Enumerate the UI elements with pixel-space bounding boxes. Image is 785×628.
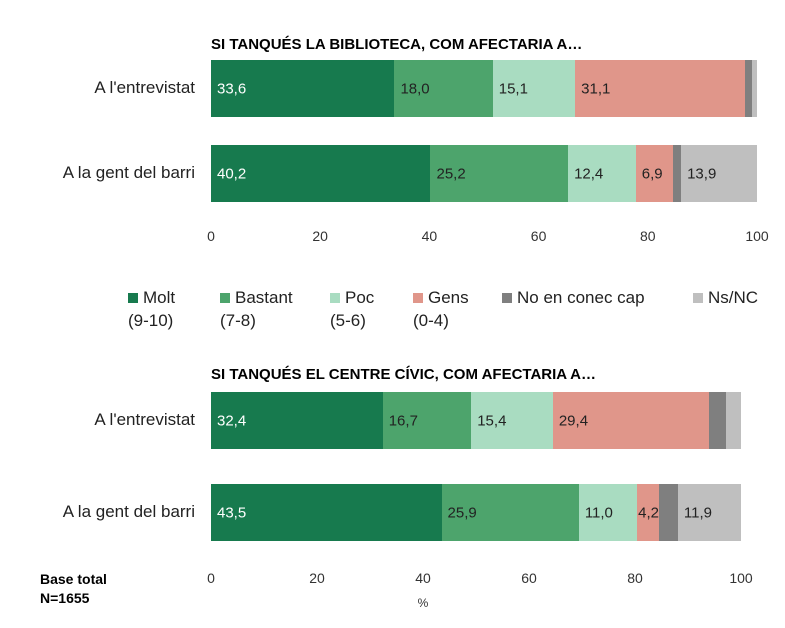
bar-segment-poc: 15,1 <box>492 60 576 117</box>
data-label: 29,4 <box>558 412 589 429</box>
bar-segment-bastant: 16,7 <box>382 392 472 449</box>
legend-item: Poc (5-6) <box>330 286 374 332</box>
row-label: A l'entrevistat <box>94 410 195 429</box>
stacked-bar: 32,4 16,7 15,4 29,4 <box>211 392 741 449</box>
bar-segment-gens: 4,2 <box>637 484 660 541</box>
legend-row: Ns/NC <box>693 286 758 309</box>
legend-row: Gens <box>413 286 469 309</box>
legend-label: Bastant <box>235 288 293 307</box>
legend-row: Bastant <box>220 286 293 309</box>
x-tick-label: 80 <box>640 228 656 244</box>
legend-item: Gens (0-4) <box>413 286 469 332</box>
x-tick-label: 60 <box>521 570 537 586</box>
base-note: Base total N=1655 <box>40 570 107 608</box>
legend-label: Poc <box>345 288 375 307</box>
data-label: 15,1 <box>498 80 528 97</box>
data-label: 43,5 <box>217 504 247 521</box>
bar-segment-no <box>744 60 753 117</box>
bar-segment-gens: 31,1 <box>575 60 745 117</box>
bar-segment-poc: 12,4 <box>568 145 636 202</box>
legend-swatch <box>693 293 703 303</box>
bar-segment-nsnc: 13,9 <box>681 145 757 202</box>
bar-segment-molt: 40,2 <box>211 145 431 202</box>
data-label: 4,2 <box>638 504 659 521</box>
bar-segment-gens: 29,4 <box>552 392 709 449</box>
x-tick-label: 0 <box>207 570 215 586</box>
chart-title: SI TANQUÉS EL CENTRE CÍVIC, COM AFECTARI… <box>211 366 597 383</box>
legend-item: Molt (9-10) <box>128 286 175 332</box>
legend-swatch <box>128 293 138 303</box>
n-label: N=1655 <box>40 590 90 606</box>
legend-label: No en conec cap <box>517 288 645 307</box>
legend-row: No en conec cap <box>502 286 645 309</box>
x-tick-label: 60 <box>530 228 547 244</box>
bar-segment-nsnc: 11,9 <box>677 484 741 541</box>
bar-segment-nsnc <box>752 60 757 117</box>
legend-sublabel: (7-8) <box>220 311 256 330</box>
chart-title: SI TANQUÉS LA BIBLIOTECA, COM AFECTARIA … <box>211 36 583 53</box>
legend-item: Ns/NC <box>693 286 758 309</box>
legend-row: Poc <box>330 286 374 309</box>
bar-segment-no <box>708 392 727 449</box>
stacked-bar: 40,2 25,2 12,4 6,9 13,9 <box>211 145 757 202</box>
data-label: 11,9 <box>683 504 713 521</box>
x-tick-label: 40 <box>421 228 438 244</box>
legend-sublabel: (0-4) <box>413 311 449 330</box>
data-label: 18,0 <box>400 80 430 97</box>
bar-segment-bastant: 18,0 <box>394 60 493 117</box>
data-label: 12,4 <box>574 165 604 182</box>
bar-segment-bastant: 25,9 <box>441 484 579 541</box>
legend-label: Gens <box>428 288 469 307</box>
x-tick-label: 20 <box>309 570 325 586</box>
x-tick-label: 100 <box>745 228 769 244</box>
bar-segment-molt: 32,4 <box>211 392 383 449</box>
bar-segment-nsnc <box>726 392 741 449</box>
legend-sublabel: (5-6) <box>330 311 366 330</box>
bar-segment-molt: 43,5 <box>211 484 442 541</box>
x-tick-label: 80 <box>627 570 643 586</box>
legend-swatch <box>220 293 230 303</box>
data-label: 13,9 <box>687 165 717 182</box>
bar-segment-no <box>659 484 678 541</box>
legend-row: Molt <box>128 286 175 309</box>
x-tick-label: 0 <box>207 228 215 244</box>
data-label: 15,4 <box>477 412 507 429</box>
legend-label: Ns/NC <box>708 288 759 307</box>
bar-segment-no <box>673 145 682 202</box>
row-label: A la gent del barri <box>62 502 195 521</box>
data-label: 16,7 <box>388 412 418 429</box>
legend-sublabel: (9-10) <box>128 311 174 330</box>
stacked-bar: 43,5 25,9 11,0 4,2 11,9 <box>211 484 741 541</box>
data-label: 33,6 <box>217 80 247 97</box>
legend-swatch <box>413 293 423 303</box>
data-label: 25,9 <box>447 504 477 521</box>
bar-segment-molt: 33,6 <box>211 60 395 117</box>
bar-segment-poc: 15,4 <box>471 392 553 449</box>
x-tick-label: 100 <box>729 570 753 586</box>
data-label: 25,2 <box>436 165 466 182</box>
bar-segment-gens: 6,9 <box>635 145 674 202</box>
x-tick-label: 20 <box>312 228 328 244</box>
legend-item: Bastant (7-8) <box>220 286 293 332</box>
base-label: Base total <box>40 571 107 587</box>
x-axis-label: % <box>417 596 429 610</box>
legend-swatch <box>330 293 340 303</box>
stacked-bar: 33,6 18,0 15,1 31,1 <box>211 60 757 117</box>
data-label: 11,0 <box>584 504 613 521</box>
bar-segment-bastant: 25,2 <box>430 145 569 202</box>
data-label: 32,4 <box>217 412 247 429</box>
legend-label: Molt <box>143 288 176 307</box>
row-label: A la gent del barri <box>62 163 195 182</box>
bar-segment-poc: 11,0 <box>578 484 638 541</box>
data-label: 6,9 <box>641 165 663 182</box>
legend-item: No en conec cap <box>502 286 645 309</box>
row-label: A l'entrevistat <box>94 78 195 97</box>
legend-swatch <box>502 293 512 303</box>
x-tick-label: 40 <box>415 570 431 586</box>
data-label: 31,1 <box>581 80 611 97</box>
data-label: 40,2 <box>217 165 247 182</box>
